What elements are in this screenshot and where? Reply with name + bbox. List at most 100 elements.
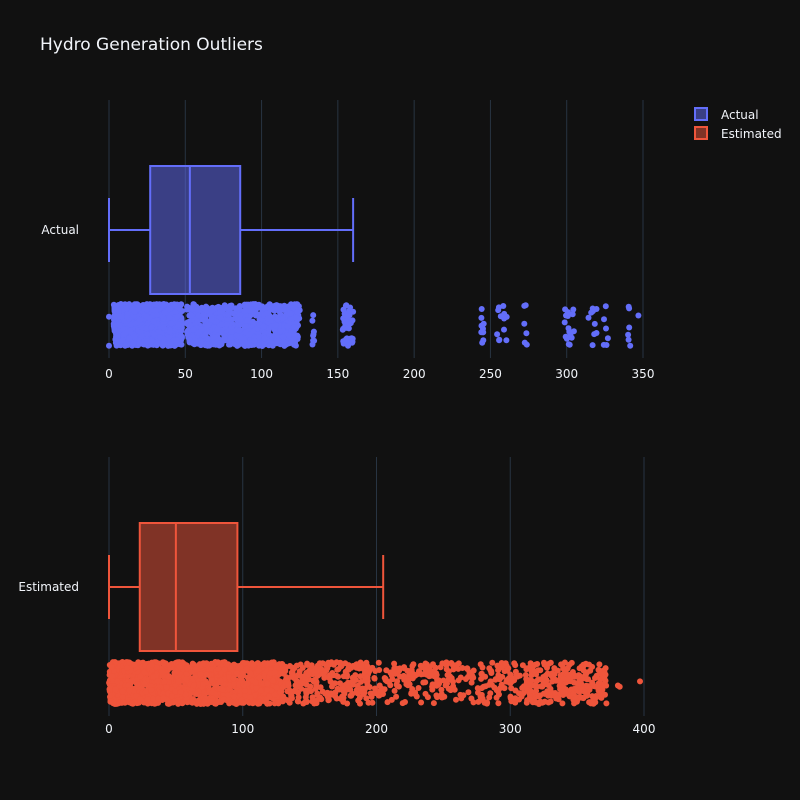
data-point[interactable]	[422, 679, 429, 686]
data-point[interactable]	[328, 659, 335, 666]
data-point[interactable]	[496, 691, 502, 698]
data-point[interactable]	[165, 673, 172, 680]
data-point[interactable]	[495, 307, 502, 314]
data-point[interactable]	[566, 341, 573, 348]
data-point[interactable]	[215, 659, 221, 666]
data-point[interactable]	[358, 662, 365, 669]
data-point[interactable]	[179, 699, 186, 706]
data-point[interactable]	[415, 685, 422, 691]
data-point[interactable]	[442, 682, 449, 689]
data-point[interactable]	[165, 662, 172, 669]
data-point[interactable]	[542, 672, 549, 679]
data-point[interactable]	[277, 328, 284, 335]
data-point[interactable]	[457, 691, 464, 698]
data-point[interactable]	[384, 699, 391, 706]
data-point[interactable]	[113, 337, 120, 344]
data-point[interactable]	[399, 700, 406, 707]
data-point[interactable]	[340, 685, 347, 692]
data-point[interactable]	[593, 672, 600, 679]
data-point[interactable]	[177, 333, 184, 340]
data-point[interactable]	[241, 660, 248, 667]
data-point[interactable]	[575, 672, 582, 679]
data-point[interactable]	[250, 661, 257, 668]
data-point[interactable]	[478, 670, 485, 677]
data-point[interactable]	[141, 680, 148, 687]
data-point[interactable]	[360, 691, 367, 697]
data-point[interactable]	[589, 693, 596, 700]
data-point[interactable]	[591, 320, 598, 327]
data-point[interactable]	[153, 664, 160, 671]
data-point[interactable]	[117, 301, 124, 308]
data-point[interactable]	[522, 672, 529, 678]
data-point[interactable]	[231, 681, 237, 688]
data-point[interactable]	[582, 688, 588, 695]
data-point[interactable]	[200, 681, 207, 687]
data-point[interactable]	[280, 334, 287, 340]
data-point[interactable]	[142, 688, 149, 695]
data-point[interactable]	[247, 694, 254, 701]
data-point[interactable]	[366, 684, 373, 691]
data-point[interactable]	[176, 305, 183, 312]
data-point[interactable]	[478, 675, 485, 682]
data-point[interactable]	[299, 680, 306, 687]
data-point[interactable]	[479, 339, 486, 346]
data-point[interactable]	[155, 695, 162, 702]
data-point[interactable]	[604, 335, 611, 342]
data-point[interactable]	[167, 328, 173, 335]
data-point[interactable]	[182, 691, 189, 698]
data-point[interactable]	[252, 679, 259, 686]
data-point[interactable]	[297, 661, 304, 668]
data-point[interactable]	[274, 316, 281, 323]
data-point[interactable]	[494, 331, 501, 338]
data-point[interactable]	[234, 340, 241, 347]
data-point[interactable]	[131, 688, 137, 694]
data-point[interactable]	[637, 678, 643, 685]
data-point[interactable]	[268, 340, 275, 347]
data-point[interactable]	[256, 342, 262, 349]
data-point[interactable]	[160, 660, 167, 667]
data-point[interactable]	[393, 693, 400, 700]
data-point[interactable]	[429, 686, 436, 693]
data-point[interactable]	[287, 310, 293, 317]
data-point[interactable]	[289, 671, 296, 678]
data-point[interactable]	[221, 335, 228, 342]
data-point[interactable]	[155, 340, 162, 347]
data-point[interactable]	[201, 698, 208, 705]
data-point[interactable]	[496, 337, 503, 344]
data-point[interactable]	[410, 661, 417, 668]
data-point[interactable]	[244, 317, 251, 324]
data-point[interactable]	[230, 675, 237, 682]
data-point[interactable]	[389, 669, 396, 676]
data-point[interactable]	[120, 698, 127, 705]
data-point[interactable]	[377, 687, 384, 694]
data-point[interactable]	[560, 675, 567, 682]
data-point[interactable]	[501, 326, 507, 333]
data-point[interactable]	[492, 676, 499, 683]
data-point[interactable]	[215, 665, 222, 672]
data-point[interactable]	[217, 314, 224, 321]
data-point[interactable]	[266, 700, 273, 707]
data-point[interactable]	[279, 315, 286, 322]
data-point[interactable]	[626, 324, 633, 331]
data-point[interactable]	[219, 686, 226, 693]
data-point[interactable]	[450, 683, 457, 690]
data-point[interactable]	[252, 301, 259, 308]
data-point[interactable]	[232, 698, 239, 705]
data-point[interactable]	[282, 664, 288, 671]
data-point[interactable]	[323, 667, 330, 674]
data-point[interactable]	[150, 695, 157, 702]
data-point[interactable]	[128, 700, 135, 707]
data-point[interactable]	[233, 670, 240, 676]
data-point[interactable]	[131, 661, 138, 668]
data-point[interactable]	[290, 336, 297, 343]
data-point[interactable]	[561, 319, 568, 326]
data-point[interactable]	[589, 342, 596, 349]
data-point[interactable]	[512, 668, 519, 675]
data-point[interactable]	[325, 696, 332, 703]
data-point[interactable]	[124, 313, 131, 320]
data-point[interactable]	[577, 694, 584, 701]
data-point[interactable]	[478, 322, 485, 329]
data-point[interactable]	[495, 700, 502, 707]
data-point[interactable]	[114, 678, 121, 685]
data-point[interactable]	[246, 307, 253, 314]
